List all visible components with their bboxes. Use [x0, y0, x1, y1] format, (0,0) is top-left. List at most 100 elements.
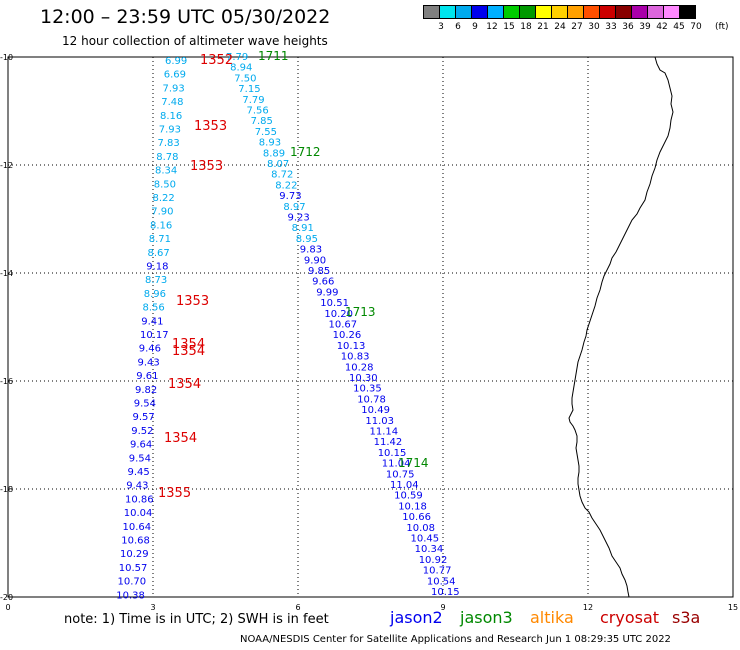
track-value-jason2: 10.30: [349, 373, 378, 384]
track-value-jason2: 8.07: [267, 159, 289, 170]
track-value-jason2: 10.26: [333, 330, 362, 341]
track-value-cryosat: 7.48: [161, 97, 183, 108]
track-value-jason2: 8.91: [292, 223, 314, 234]
legend-cryosat: cryosat: [600, 608, 660, 627]
track-value-jason2: 10.15: [378, 448, 407, 459]
track-value-cryosat: 7.83: [158, 138, 180, 149]
track-value-jason2: 9.83: [300, 245, 322, 256]
track-value-cryosat: 9.41: [141, 316, 163, 327]
time-stamp-jason3: 1714: [398, 456, 429, 470]
time-stamp-jason3: 1712: [290, 145, 321, 159]
y-axis-label: -16: [0, 377, 13, 386]
x-axis-label: 15: [728, 603, 738, 612]
legend-label: 70: [690, 22, 702, 32]
track-value-jason2: 8.89: [263, 148, 285, 159]
track-value-cryosat: 9.52: [131, 426, 153, 437]
track-value-cryosat: 8.67: [148, 248, 170, 259]
y-axis-label: -12: [0, 161, 13, 170]
track-value-jason2: 10.35: [353, 384, 382, 395]
credit-line: NOAA/NESDIS Center for Satellite Applica…: [240, 634, 671, 645]
track-value-jason2: 10.67: [329, 320, 358, 331]
track-value-cryosat: 6.99: [165, 56, 187, 67]
track-value-jason2: 7.56: [247, 106, 269, 117]
track-value-cryosat: 8.34: [155, 166, 177, 177]
legend-label: 9: [472, 22, 478, 32]
track-value-jason2: 8.22: [275, 180, 297, 191]
track-value-jason2: 10.45: [411, 534, 440, 545]
track-value-cryosat: 6.69: [164, 70, 186, 81]
track-value-jason2: 10.78: [357, 394, 386, 405]
track-value-jason2: 7.79: [226, 52, 248, 63]
legend-label: 42: [656, 22, 668, 32]
track-value-jason2: 8.93: [259, 138, 281, 149]
track-value-jason2: 7.79: [242, 95, 264, 106]
legend-swatch: [679, 5, 696, 19]
track-value-jason2: 10.49: [361, 405, 390, 416]
track-value-cryosat: 10.64: [123, 522, 152, 533]
legend-unit: (ft): [715, 22, 729, 32]
track-value-cryosat: 8.73: [145, 275, 167, 286]
map-frame: [7, 56, 734, 598]
track-value-jason2: 10.75: [386, 469, 415, 480]
map-title: 12:00 – 23:59 UTC 05/30/2022: [40, 6, 331, 28]
legend-label: 12: [486, 22, 498, 32]
time-stamp-cryosat: 1355: [158, 486, 191, 501]
track-value-jason2: 10.77: [423, 566, 452, 577]
track-value-cryosat: 10.17: [140, 330, 169, 341]
track-value-cryosat: 10.04: [124, 508, 153, 519]
track-value-cryosat: 10.68: [121, 536, 150, 547]
legend-label: 18: [520, 22, 532, 32]
track-value-jason2: 8.94: [230, 63, 252, 74]
legend-jason2: jason2: [390, 608, 443, 627]
map-subtitle: 12 hour collection of altimeter wave hei…: [62, 34, 328, 48]
track-value-jason2: 7.50: [234, 73, 256, 84]
track-value-cryosat: 10.86: [125, 494, 154, 505]
track-value-cryosat: 7.90: [151, 207, 173, 218]
y-axis-label: -14: [0, 269, 13, 278]
time-stamp-cryosat: 1353: [190, 159, 223, 174]
track-value-jason2: 10.66: [402, 512, 431, 523]
track-value-cryosat: 8.16: [150, 220, 172, 231]
x-axis-label: 9: [440, 603, 445, 612]
track-value-jason2: 8.72: [271, 170, 293, 181]
track-value-jason2: 10.13: [337, 341, 366, 352]
track-value-jason2: 10.51: [320, 298, 349, 309]
color-scale-labels: 3 6 9 12 15 18 21 24 27 30 33 36 39 42 45 70: [423, 22, 729, 34]
altimeter-tracks: 7.798.947.507.157.797.567.857.558.938.89…: [116, 49, 459, 601]
track-value-cryosat: 9.18: [146, 262, 168, 273]
track-value-cryosat: 9.46: [139, 344, 161, 355]
track-value-jason2: 9.73: [279, 191, 301, 202]
track-value-jason2: 9.23: [288, 213, 310, 224]
legend-label: 39: [639, 22, 651, 32]
legend-jason3: jason3: [460, 608, 513, 627]
track-value-jason2: 10.54: [427, 576, 456, 587]
time-stamp-jason3: 1713: [345, 305, 376, 319]
track-value-jason2: 10.59: [394, 491, 423, 502]
track-value-cryosat: 9.64: [130, 440, 152, 451]
track-value-cryosat: 7.93: [163, 83, 185, 94]
track-value-jason2: 8.95: [296, 234, 318, 245]
y-axis-label: -10: [0, 53, 13, 62]
track-value-jason2: 11.14: [370, 427, 399, 438]
track-value-cryosat: 8.71: [149, 234, 171, 245]
track-value-jason2: 9.99: [316, 287, 338, 298]
legend-label: 3: [438, 22, 444, 32]
legend-label: 36: [622, 22, 634, 32]
track-value-jason2: 10.08: [406, 523, 435, 534]
time-stamp-cryosat: 1354: [172, 344, 205, 359]
legend-label: 30: [588, 22, 600, 32]
time-stamp-cryosat: 1353: [176, 294, 209, 309]
track-value-jason2: 7.55: [255, 127, 277, 138]
track-value-jason2: 11.04: [382, 459, 411, 470]
time-stamp-cryosat: 1352: [200, 53, 233, 68]
track-value-cryosat: 9.57: [133, 412, 155, 423]
track-value-cryosat: 8.50: [154, 179, 176, 190]
track-value-jason2: 11.42: [374, 437, 403, 448]
time-stamp-cryosat: 1354: [164, 431, 197, 446]
track-value-jason2: 10.83: [341, 352, 370, 363]
track-value-jason2: 9.90: [304, 255, 326, 266]
track-value-jason2: 7.15: [238, 84, 260, 95]
y-axis-label: -18: [0, 485, 13, 494]
track-value-cryosat: 10.38: [116, 590, 145, 601]
